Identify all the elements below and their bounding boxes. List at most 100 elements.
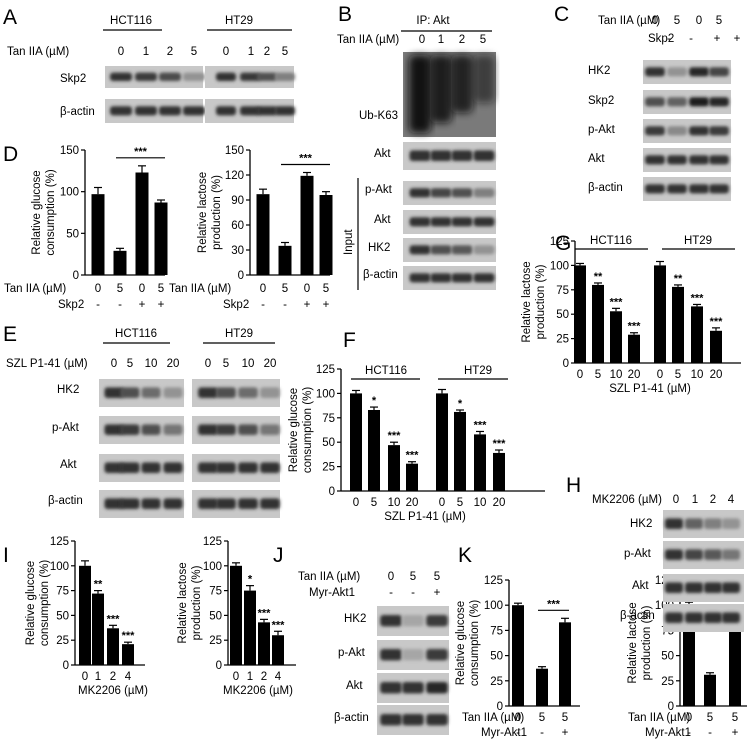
- blot-band: [104, 462, 124, 474]
- panel-b: IP: Akt Tan IIA (µM) 0 1 2 5 Ub-K63 Akt …: [337, 15, 496, 290]
- x-tick-label: 4: [275, 671, 282, 683]
- bar: [135, 172, 149, 275]
- chart-i-lactose: 0 25 50 75 100 125 Relative lactose production …: [177, 536, 296, 697]
- smear-lane: [409, 55, 431, 133]
- blot-row: [377, 606, 449, 636]
- significance-mark: ***: [272, 619, 286, 631]
- condition-label: Tan IIA (µM): [598, 15, 660, 27]
- significance-mark: ***: [547, 598, 561, 610]
- blot-band: [215, 106, 237, 116]
- blot-band: [667, 97, 687, 107]
- dose-value: 1: [692, 494, 698, 506]
- blot-band: [274, 106, 296, 116]
- blot-band: [141, 424, 161, 436]
- dose-value: 0: [118, 46, 124, 58]
- x-tick-label: 2: [261, 671, 267, 683]
- blot-label-beta-actin: β-actin: [48, 495, 83, 507]
- chart-d-lactose: 0 30 60 90 120 150 Relative lactose production …: [197, 145, 333, 282]
- blot-band: [667, 184, 687, 194]
- significance-mark: ***: [628, 321, 642, 333]
- y-axis-label-line: production (%): [641, 605, 653, 680]
- y-tick-label: 100: [316, 388, 335, 400]
- blot-band: [689, 184, 709, 194]
- blot-band: [182, 72, 206, 81]
- y-axis-label-line: Relative lactose: [521, 261, 533, 342]
- bar: [610, 311, 622, 363]
- y-tick-label: 50: [556, 309, 569, 321]
- group-label-ht29: HT29: [225, 328, 253, 340]
- blot-band: [134, 106, 158, 116]
- blot-label-skp2: Skp2: [588, 95, 614, 107]
- bar: [536, 668, 548, 706]
- bar: [79, 565, 91, 665]
- chart-i-glucose: 0 25 50 75 100 125 Relative glucose consumption…: [25, 536, 148, 697]
- blot-band: [216, 424, 236, 436]
- blot-row: [403, 142, 496, 170]
- bar: [107, 628, 119, 665]
- bar: [244, 590, 256, 665]
- blot-band: [709, 155, 729, 165]
- blot-band: [402, 682, 424, 694]
- panel-letter-b: B: [338, 3, 352, 26]
- dose-value: 5: [127, 358, 133, 370]
- blot-band: [380, 682, 402, 694]
- blot-band: [109, 72, 133, 81]
- panel-a: HCT116 HT29 Tan IIA (µM) 0 1 2 5 0 1 2 5…: [7, 15, 296, 123]
- group-label: HCT116: [590, 235, 632, 247]
- dose-label: MK2206 (µM): [592, 494, 662, 506]
- blot-band: [426, 682, 448, 694]
- condition-value: -: [687, 727, 691, 739]
- condition-value: 5: [539, 712, 545, 724]
- dose-value: 0: [205, 358, 211, 370]
- dose-value: 0: [111, 358, 117, 370]
- significance-mark: *: [248, 574, 253, 586]
- dose-label: Tan IIA (µM): [7, 46, 69, 58]
- panel-letter-k: K: [458, 544, 472, 567]
- y-tick-label: 50: [56, 610, 69, 622]
- x-tick-label: 5: [595, 369, 601, 381]
- y-axis-label-line: consumption (%): [469, 600, 481, 686]
- x-tick-label: 0: [577, 369, 583, 381]
- y-tick-label: 90: [231, 195, 244, 207]
- y-axis-label: Relative glucose consumption (%): [455, 600, 481, 686]
- y-tick-label: 50: [66, 228, 79, 240]
- blot-row: [105, 99, 206, 123]
- blot-row: [643, 177, 731, 201]
- blot-label-akt: Akt: [60, 459, 77, 471]
- blot-band: [238, 424, 258, 436]
- chart-k-glucose: 0 25 50 75 100 125 Relative glucose consumption…: [455, 575, 580, 713]
- bar: [278, 245, 292, 275]
- blot-band: [473, 150, 495, 162]
- blot-band: [667, 155, 687, 165]
- y-tick-label: 100: [203, 561, 222, 573]
- dose-value: 2: [459, 34, 465, 46]
- blot-row: [205, 99, 296, 123]
- y-tick-label: 125: [203, 536, 222, 548]
- blot-label-p-akt: p-Akt: [624, 548, 652, 560]
- blot-row: [99, 454, 184, 482]
- group-label-hct116: HCT116: [115, 328, 157, 340]
- x-tick-label: 5: [675, 369, 681, 381]
- blot-strip-ub-k63: [403, 52, 496, 137]
- y-tick-label: 50: [490, 651, 503, 663]
- blot-band: [409, 273, 431, 283]
- blot-row: [99, 416, 184, 444]
- blot-band: [684, 582, 704, 594]
- blot-band: [238, 462, 258, 474]
- dose-value: 5: [282, 46, 288, 58]
- y-axis-label: Relative glucose consumption (%): [25, 560, 51, 646]
- x-tick-label: 10: [610, 369, 623, 381]
- blot-strip-skp2-ht29: [205, 66, 296, 88]
- significance-mark: ***: [134, 146, 148, 158]
- blot-band: [238, 387, 258, 399]
- x-tick-label: 0: [353, 497, 359, 509]
- blot-band: [473, 273, 495, 283]
- condition-value: -: [283, 299, 287, 311]
- y-axis-label: Relative glucose consumption (%): [31, 169, 57, 255]
- blot-band: [689, 126, 709, 136]
- blot-band: [667, 67, 687, 77]
- blot-band: [409, 150, 431, 162]
- blot-band: [216, 462, 236, 474]
- y-tick-label: 75: [56, 586, 69, 598]
